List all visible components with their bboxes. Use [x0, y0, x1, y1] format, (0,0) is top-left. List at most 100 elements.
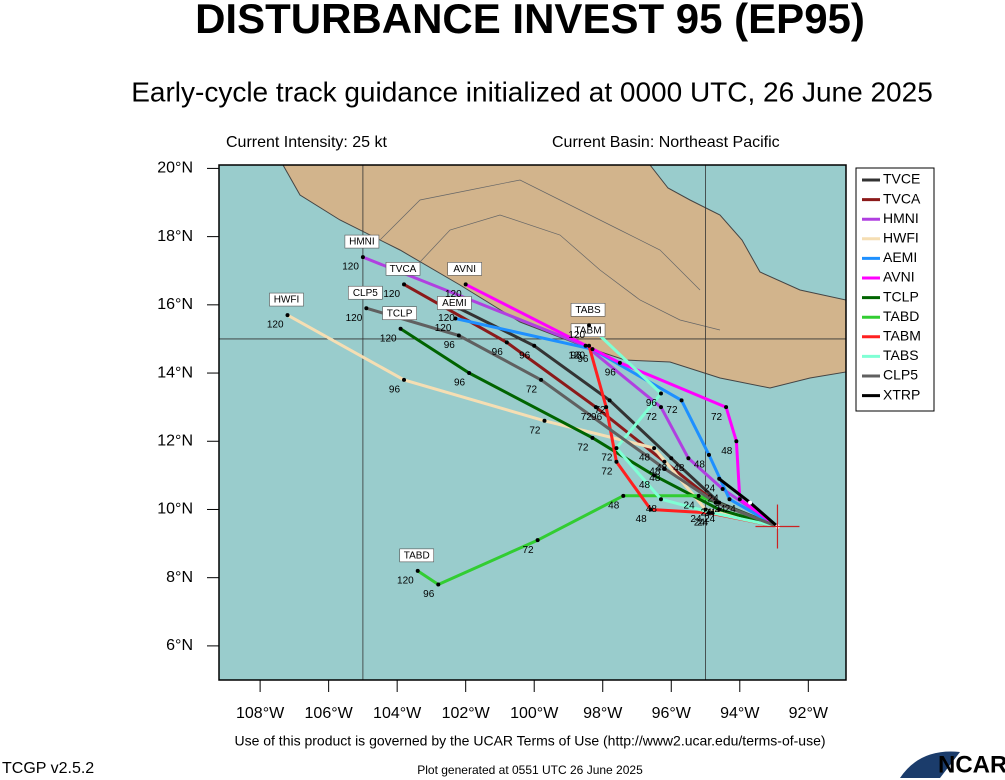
hour-label: 120 — [342, 262, 359, 273]
hour-label: 48 — [721, 446, 733, 457]
hour-label: 96 — [605, 367, 617, 378]
hour-label: 120 — [445, 289, 462, 300]
track-point — [398, 326, 403, 331]
logo-mark — [900, 751, 960, 778]
track-point — [285, 313, 290, 318]
track-point — [658, 497, 663, 502]
hour-label: 48 — [646, 504, 658, 515]
hour-label: 72 — [523, 545, 535, 556]
hour-label: 48 — [636, 514, 648, 525]
terms: Use of this product is governed by the U… — [234, 733, 825, 749]
hour-label: 96 — [577, 354, 589, 365]
track-point — [652, 473, 657, 478]
hour-label: 48 — [639, 480, 651, 491]
track-point — [467, 371, 472, 376]
track-tag-box — [348, 285, 383, 300]
track-point — [658, 391, 663, 396]
hour-label: 120 — [383, 289, 400, 300]
intensity: Current Intensity: 25 kt — [226, 134, 388, 151]
hour-label: 120 — [438, 313, 455, 324]
track-point — [463, 282, 468, 287]
track-tag: TCLP — [387, 308, 413, 319]
legend-label: TABM — [883, 328, 921, 344]
track-tag-box — [385, 262, 421, 276]
legend-label: AVNI — [883, 269, 915, 285]
hour-label: 72 — [666, 405, 678, 416]
track-point — [415, 568, 420, 573]
hour-label: 24 — [694, 518, 706, 529]
track-tag: AEMI — [442, 298, 466, 309]
hour-label: 72 — [526, 385, 538, 396]
track-point — [706, 452, 711, 457]
hour-label: 48 — [649, 473, 661, 484]
track-point — [717, 500, 722, 505]
track-tag: TABS — [575, 305, 601, 316]
hour-label: 72 — [601, 466, 613, 477]
hour-label: 96 — [444, 340, 456, 351]
hour-label: 96 — [519, 350, 531, 361]
track-point — [662, 459, 667, 464]
hour-label: 96 — [570, 350, 582, 361]
track-tag-box — [437, 296, 472, 310]
track-point — [669, 456, 674, 461]
hour-label: 24 — [725, 504, 737, 515]
basin: Current Basin: Northeast Pacific — [552, 134, 780, 151]
hour-label: 96 — [423, 589, 435, 600]
track-tag-box — [399, 548, 435, 563]
legend-label: CLP5 — [883, 367, 918, 383]
borders — [379, 179, 701, 291]
hour-label: 24 — [690, 514, 702, 525]
y-tick-label: 18°N — [157, 228, 193, 245]
track-point — [453, 316, 458, 321]
x-tick-label: 106°W — [305, 705, 354, 722]
hour-label: 24 — [684, 500, 696, 511]
plot: 2448729612024487296120TVCA24487296120HMN… — [219, 165, 846, 680]
y-tick-label: 12°N — [157, 432, 193, 449]
hour-label: 24 — [708, 494, 720, 505]
legend-label: HWFI — [883, 230, 919, 246]
x-tick-label: 98°W — [583, 705, 623, 722]
track-point — [583, 343, 588, 348]
track — [365, 306, 779, 528]
track-point — [614, 446, 619, 451]
legend-label: XTRP — [883, 386, 920, 402]
hour-label: 120 — [568, 350, 585, 361]
x-tick-label: 104°W — [373, 705, 422, 722]
hour-label: 48 — [649, 466, 661, 477]
track-tag: TABD — [404, 551, 430, 562]
plot-frame — [218, 164, 847, 681]
track-point — [703, 507, 708, 512]
hour-label: 72 — [711, 412, 723, 423]
track-point — [614, 459, 619, 464]
legend-label: TVCE — [883, 171, 920, 187]
x-tick-label: 92°W — [789, 705, 829, 722]
hour-label: 72 — [646, 412, 658, 423]
x-tick-label: 96°W — [652, 705, 692, 722]
legend-label: TABS — [883, 347, 919, 363]
track — [362, 255, 779, 528]
y-tick-label: 10°N — [157, 501, 193, 518]
hour-label: 48 — [694, 460, 706, 471]
y-tick-label: 20°N — [157, 160, 193, 177]
hour-label: 24 — [697, 518, 709, 529]
track-point — [724, 405, 729, 410]
hour-label: 24 — [704, 514, 716, 525]
hour-label: 48 — [608, 500, 620, 511]
track-point — [720, 487, 725, 492]
track-point — [542, 418, 547, 423]
track-point — [456, 333, 461, 338]
track-point — [587, 343, 592, 348]
hour-label: 72 — [581, 412, 593, 423]
track-tag-box — [570, 302, 606, 317]
track-point — [717, 507, 722, 512]
x-tick-label: 108°W — [236, 705, 285, 722]
logo: NCAR — [938, 751, 1005, 778]
track-point — [593, 405, 598, 410]
track-tag: HWFI — [274, 295, 300, 306]
track-tag: CLP5 — [353, 288, 378, 299]
hour-label: 120 — [568, 330, 585, 341]
track-tag: TABM — [575, 325, 602, 336]
hour-label: 120 — [346, 313, 363, 324]
legend-label: HMNI — [883, 210, 919, 226]
track-point — [607, 398, 612, 403]
